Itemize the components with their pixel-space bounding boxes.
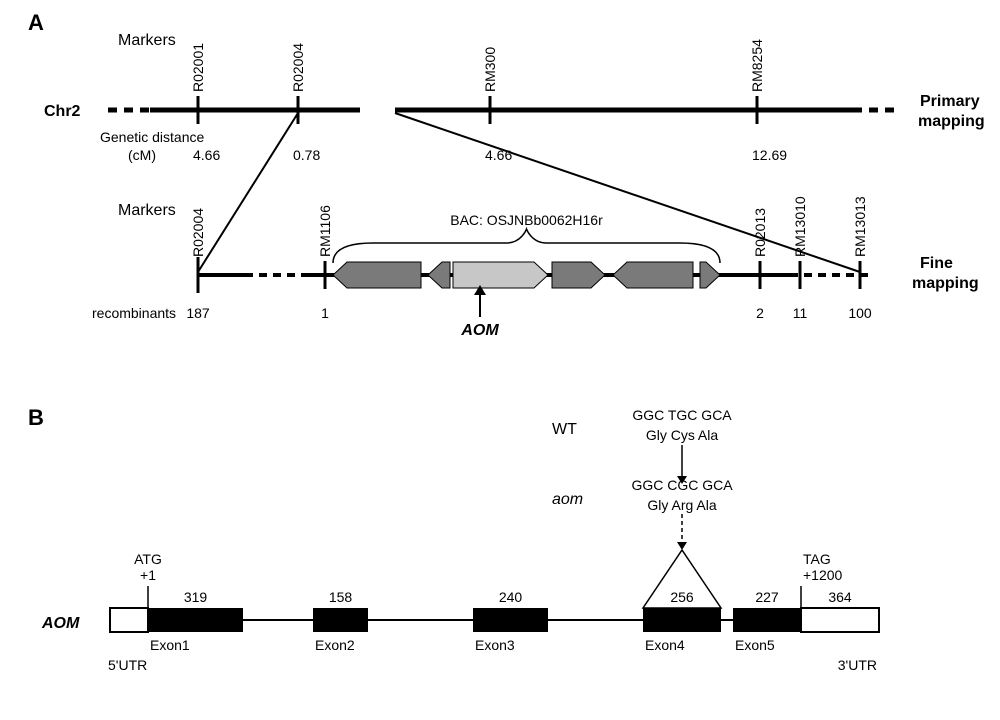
svg-text:TAG: TAG <box>803 551 831 567</box>
svg-text:BAC: OSJNBb0062H16r: BAC: OSJNBb0062H16r <box>450 212 603 228</box>
svg-text:Exon5: Exon5 <box>735 637 775 653</box>
svg-text:R02004: R02004 <box>290 43 306 92</box>
svg-text:Fine: Fine <box>920 255 953 272</box>
svg-text:R02004: R02004 <box>190 208 206 257</box>
svg-text:Exon1: Exon1 <box>150 637 190 653</box>
svg-text:Gly Cys Ala: Gly Cys Ala <box>646 427 719 443</box>
svg-text:Exon4: Exon4 <box>645 637 685 653</box>
svg-text:1: 1 <box>321 305 329 321</box>
svg-text:aom: aom <box>552 491 583 508</box>
svg-text:+1: +1 <box>140 567 156 583</box>
svg-text:319: 319 <box>184 589 208 605</box>
svg-text:227: 227 <box>755 589 779 605</box>
svg-text:AOM: AOM <box>460 322 499 339</box>
svg-text:R02001: R02001 <box>190 43 206 92</box>
svg-text:B: B <box>28 405 44 430</box>
svg-text:RM1106: RM1106 <box>317 205 333 257</box>
svg-text:187: 187 <box>186 305 210 321</box>
svg-text:5'UTR: 5'UTR <box>108 657 147 673</box>
svg-text:WT: WT <box>552 421 577 438</box>
svg-text:ATG: ATG <box>134 551 162 567</box>
svg-text:4.66: 4.66 <box>193 147 220 163</box>
svg-text:A: A <box>28 10 44 35</box>
svg-text:R02013: R02013 <box>752 208 768 257</box>
svg-text:mapping: mapping <box>912 275 979 292</box>
svg-text:RM300: RM300 <box>482 47 498 92</box>
svg-text:3'UTR: 3'UTR <box>838 657 877 673</box>
svg-text:256: 256 <box>670 589 694 605</box>
svg-text:(cM): (cM) <box>128 147 156 163</box>
svg-text:Markers: Markers <box>118 32 176 49</box>
svg-text:+1200: +1200 <box>803 567 843 583</box>
svg-text:Exon2: Exon2 <box>315 637 355 653</box>
svg-text:RM8254: RM8254 <box>749 39 765 92</box>
svg-text:Exon3: Exon3 <box>475 637 515 653</box>
svg-text:364: 364 <box>828 589 852 605</box>
svg-text:mapping: mapping <box>918 113 985 130</box>
svg-text:12.69: 12.69 <box>752 147 787 163</box>
svg-text:158: 158 <box>329 589 353 605</box>
svg-text:240: 240 <box>499 589 523 605</box>
svg-text:2: 2 <box>756 305 764 321</box>
svg-text:RM13013: RM13013 <box>852 196 868 257</box>
svg-text:Primary: Primary <box>920 93 980 110</box>
svg-text:100: 100 <box>848 305 872 321</box>
svg-text:recombinants: recombinants <box>92 305 176 321</box>
svg-text:RM13010: RM13010 <box>792 196 808 257</box>
svg-text:Chr2: Chr2 <box>44 103 81 120</box>
svg-text:0.78: 0.78 <box>293 147 320 163</box>
svg-text:GGC TGC GCA: GGC TGC GCA <box>632 407 732 423</box>
svg-text:AOM: AOM <box>41 615 80 632</box>
svg-text:Markers: Markers <box>118 202 176 219</box>
svg-text:Gly Arg Ala: Gly Arg Ala <box>647 497 716 513</box>
svg-text:11: 11 <box>793 305 808 321</box>
svg-text:Genetic distance: Genetic distance <box>100 129 204 145</box>
